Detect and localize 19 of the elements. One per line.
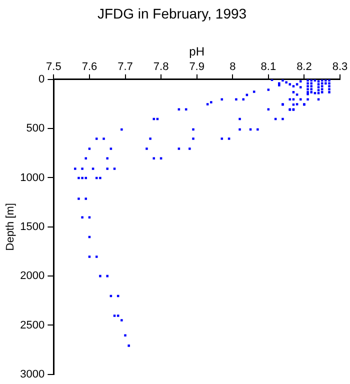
y-tick-label: 3000 bbox=[20, 368, 45, 380]
y-tick-label: 500 bbox=[26, 122, 45, 135]
y-axis-title: Depth [m] bbox=[4, 203, 17, 251]
x-tick-label: 8.2 bbox=[296, 60, 312, 73]
x-axis-title: pH bbox=[189, 44, 205, 58]
x-tick-label: 7.9 bbox=[189, 60, 204, 73]
y-tick-label: 2000 bbox=[20, 270, 45, 282]
x-tick-label: 7.6 bbox=[82, 60, 98, 73]
y-tick-label: 1000 bbox=[20, 172, 45, 184]
chart-title: JFDG in February, 1993 bbox=[97, 5, 247, 22]
x-tick-label: 7.5 bbox=[46, 60, 62, 73]
y-tick-label: 1500 bbox=[20, 220, 45, 233]
x-tick-label: 7.7 bbox=[118, 60, 133, 73]
x-tick-label: 7.8 bbox=[153, 60, 169, 73]
x-tick-label: 8.1 bbox=[260, 60, 276, 73]
y-tick-label: 0 bbox=[38, 73, 45, 86]
y-tick-label: 2500 bbox=[20, 319, 45, 332]
x-tick-label: 8 bbox=[230, 60, 236, 73]
x-tick-label: 8.3 bbox=[332, 60, 348, 73]
